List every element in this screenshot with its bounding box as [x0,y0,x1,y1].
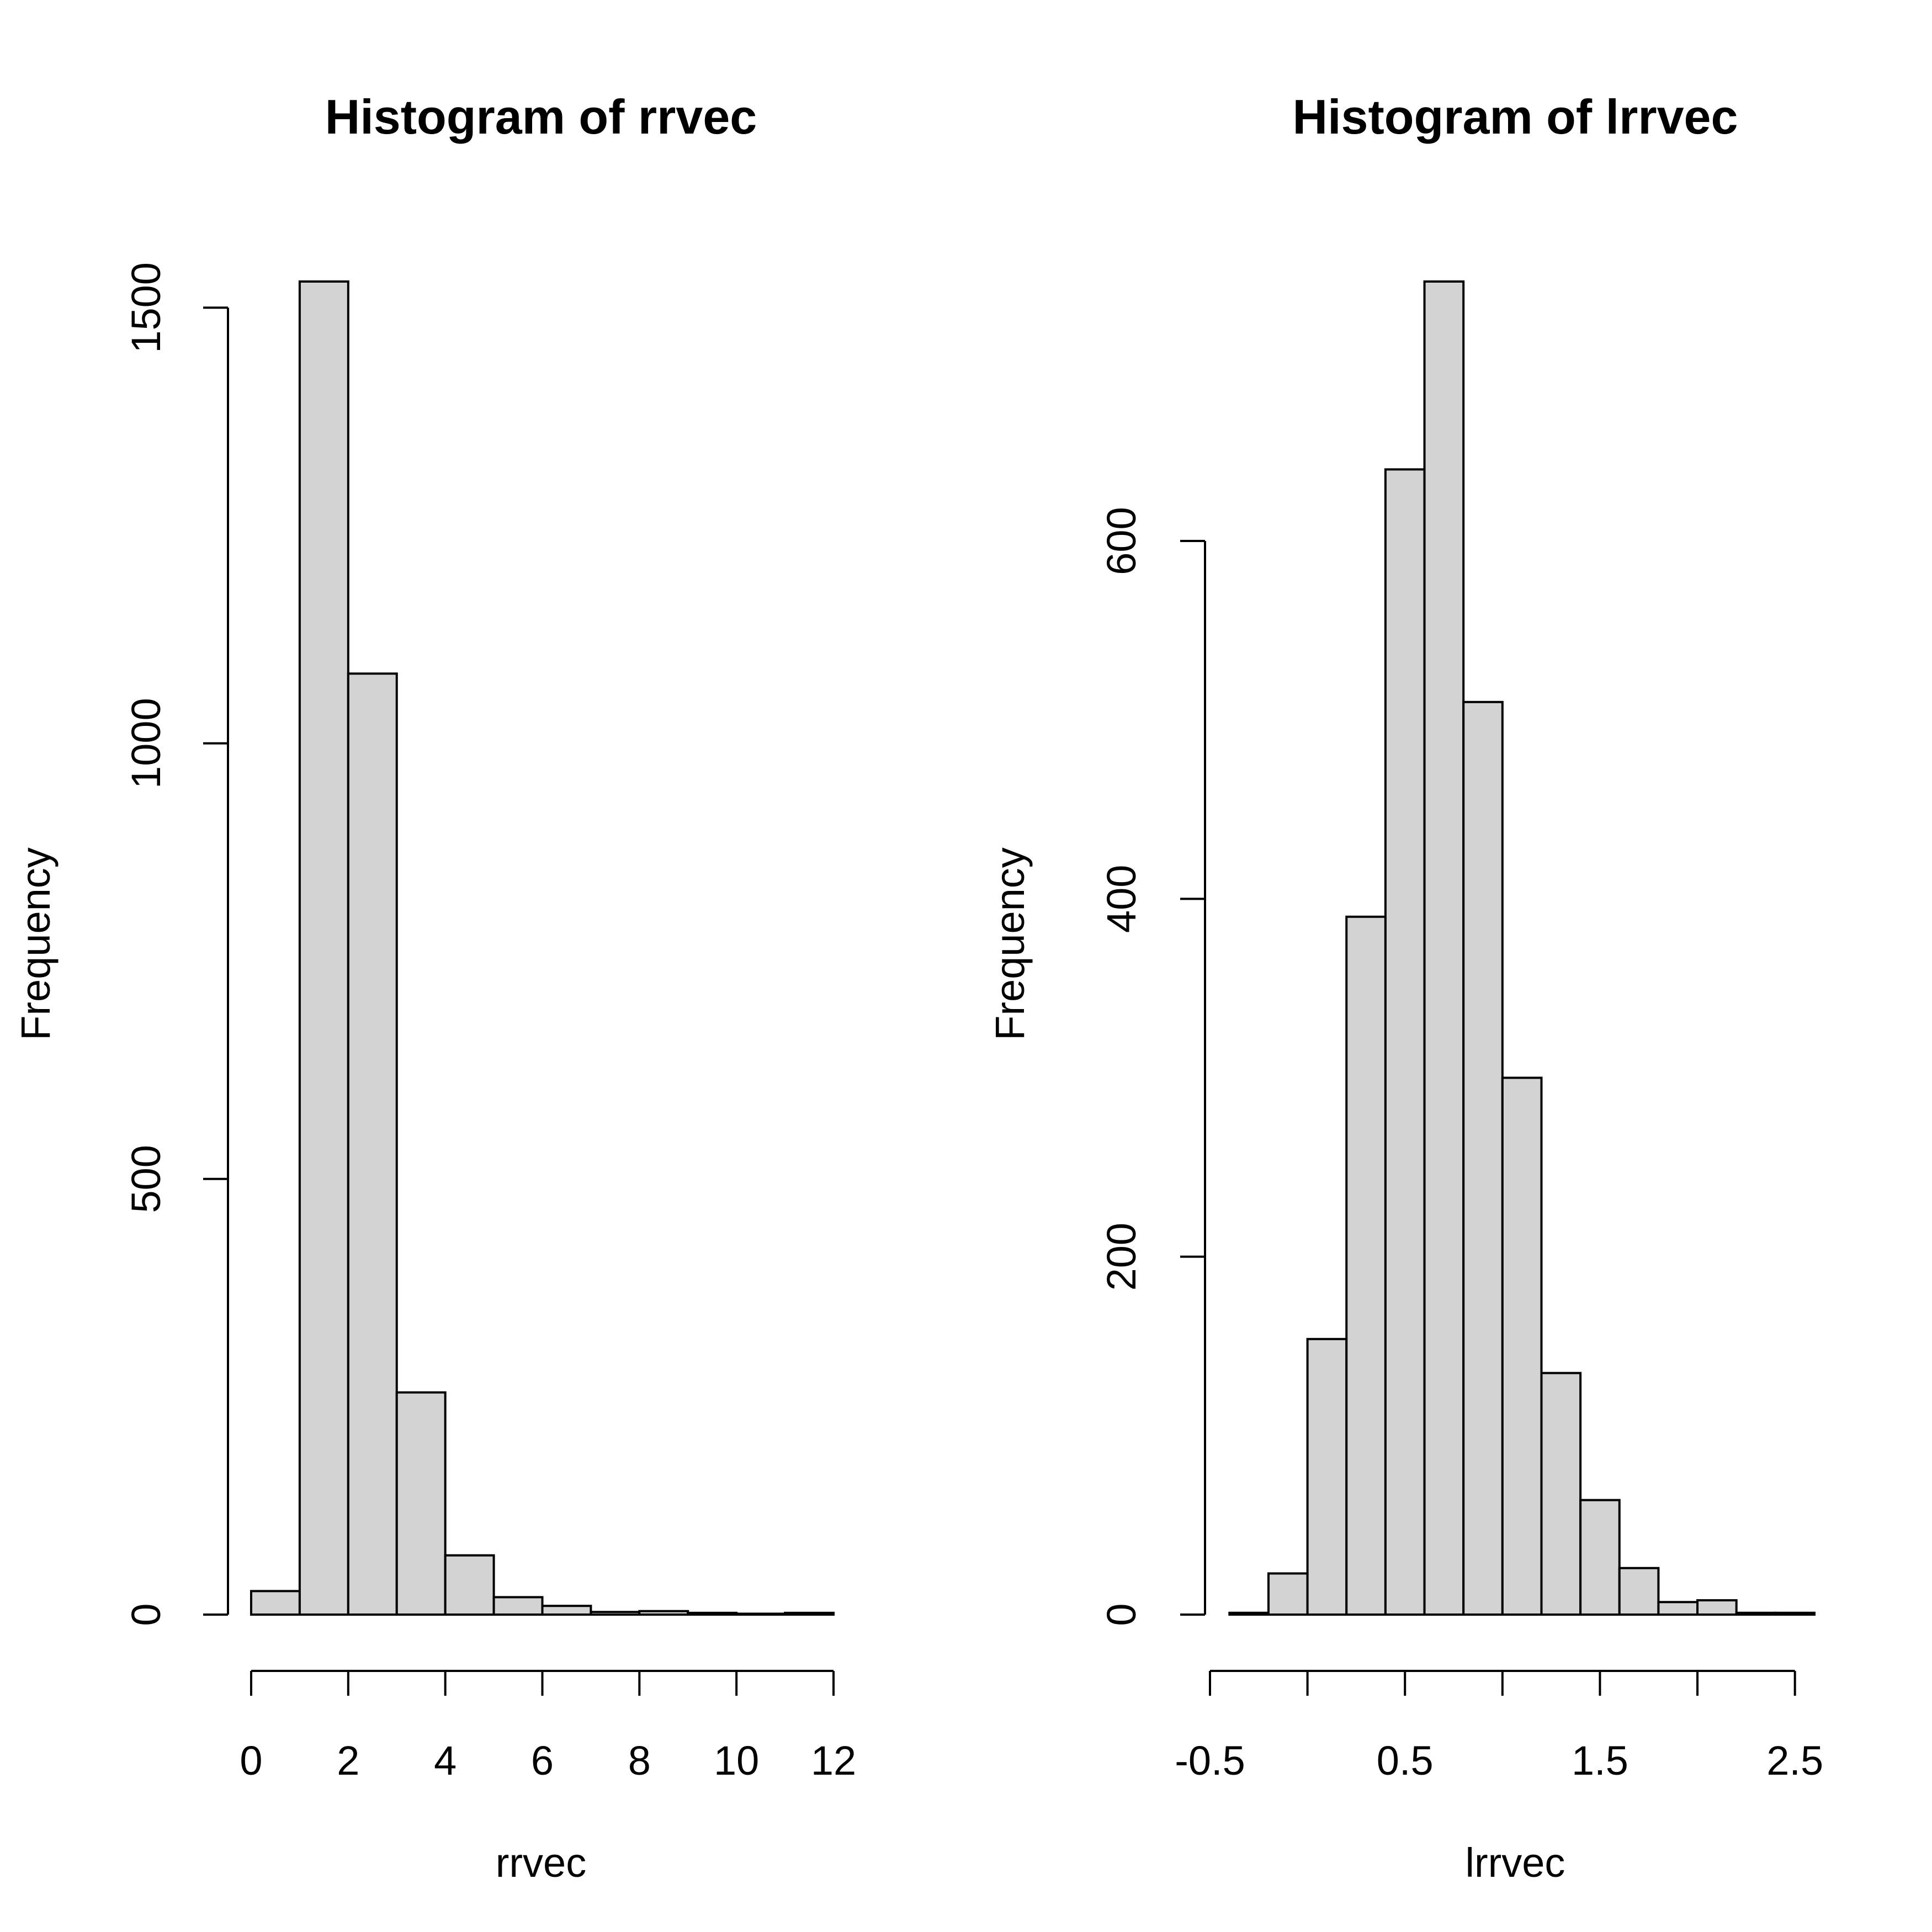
histogram-bar [250,1590,301,1616]
x-axis: 0 2 4 6 8 10 12 [240,1670,856,1784]
histogram-bar [687,1611,738,1616]
x-axis: -0.5 0.5 1.5 2.5 [1175,1670,1823,1784]
histogram-bar [1462,700,1504,1616]
x-tick-label: 0 [240,1738,262,1784]
x-axis-label: rrvec [496,1840,586,1886]
histogram-bar [492,1596,544,1616]
histogram-bar [1657,1601,1699,1616]
chart-title: Histogram of rrvec [325,89,757,144]
histogram-bar [784,1611,835,1616]
y-tick-label: 200 [1098,1223,1144,1291]
histogram-bar [1345,915,1387,1616]
histogram-bar [1228,1611,1270,1616]
x-tick-label: 4 [434,1738,457,1784]
histogram-bar [1501,1076,1543,1616]
histogram-bars [250,280,835,1616]
y-axis-label: Frequency [987,847,1033,1041]
y-axis: 0 200 400 600 [1098,507,1206,1626]
histogram-bar [1540,1372,1582,1616]
y-tick-label: 0 [1098,1603,1144,1626]
histogram-bar [1735,1611,1777,1616]
histogram-bar [1306,1337,1348,1616]
y-tick-label: 0 [123,1603,169,1626]
y-tick-label: 400 [1098,865,1144,933]
x-tick-label: 2.5 [1766,1738,1823,1784]
x-tick-label: -0.5 [1175,1738,1245,1784]
histogram-bar [1267,1572,1309,1616]
y-axis-label: Frequency [13,847,59,1041]
histogram-bar [1774,1611,1816,1616]
x-tick-label: 12 [811,1738,856,1784]
histogram-bar [1618,1567,1660,1616]
chart-title: Histogram of lrrvec [1293,89,1738,144]
histogram-bar [298,280,349,1616]
histogram-bar [638,1610,689,1616]
histogram-bar [735,1612,787,1616]
histogram-lrrvec-panel: Histogram of lrrvec lrrvec Frequency 0 20… [987,89,1823,1886]
histogram-bar [395,1391,447,1616]
x-tick-label: 8 [628,1738,651,1784]
y-tick-label: 1000 [123,698,169,789]
x-tick-label: 1.5 [1572,1738,1628,1784]
histogram-bars [1228,280,1816,1616]
histogram-bar [444,1554,495,1616]
histogram-bar [541,1605,592,1616]
y-tick-label: 500 [123,1145,169,1213]
x-tick-label: 6 [531,1738,554,1784]
y-tick-label: 600 [1098,507,1144,575]
histogram-bar [1384,468,1426,1616]
histogram-bar [347,672,398,1616]
histogram-bar [590,1611,641,1616]
histogram-bar [1579,1499,1621,1616]
x-tick-label: 0.5 [1377,1738,1434,1784]
x-tick-label: 10 [714,1738,759,1784]
y-axis: 0 500 1000 1500 [123,262,229,1626]
histogram-bar [1696,1599,1738,1616]
histogram-bar [1423,280,1465,1616]
x-tick-label: 2 [337,1738,359,1784]
x-axis-label: lrrvec [1466,1840,1565,1886]
y-tick-label: 1500 [123,262,169,353]
histogram-rrvec-panel: Histogram of rrvec rrvec Frequency 0 500 1… [13,89,856,1886]
